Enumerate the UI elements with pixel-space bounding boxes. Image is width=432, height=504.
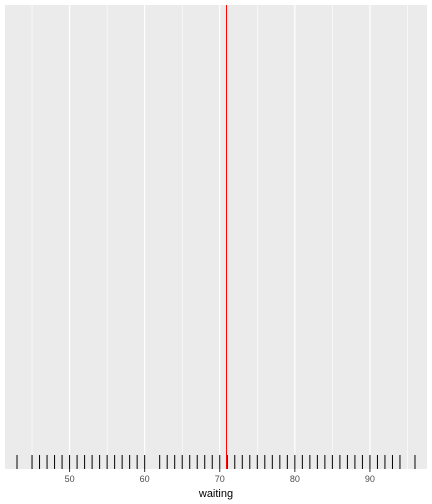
- rug-marks: [16, 455, 416, 469]
- panel-background: [5, 5, 427, 469]
- x-tick-label: 80: [290, 474, 300, 484]
- x-axis: 50 60 70 80 90: [65, 469, 375, 484]
- x-axis-title: waiting: [198, 488, 233, 500]
- x-tick-label: 50: [65, 474, 75, 484]
- x-tick-label: 90: [365, 474, 375, 484]
- x-tick-label: 70: [215, 474, 225, 484]
- x-tick-label: 60: [140, 474, 150, 484]
- gridlines: [31, 5, 408, 469]
